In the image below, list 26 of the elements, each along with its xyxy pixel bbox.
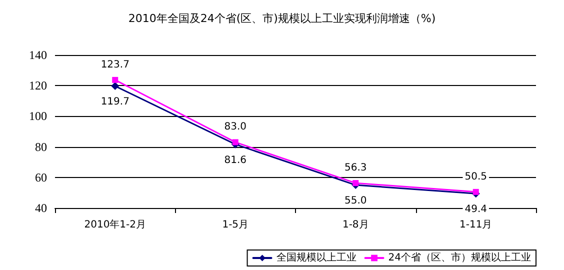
point (352, 180, 359, 186)
y-tick-label: 40 (35, 201, 47, 215)
y-tick-label: 140 (29, 48, 47, 62)
data-label: 49.4 (464, 204, 488, 216)
point (472, 188, 479, 195)
y-tick-label: 100 (29, 109, 47, 124)
y-tick-label: 120 (29, 78, 47, 93)
chart-title: 2010年全国及24个省(区、市)规模以上工业实现利润增速（%) (128, 12, 436, 25)
legend-label: 全国规模以上工业 (276, 252, 356, 264)
legend-label: 24个省（区、市）规模以上工业 (388, 252, 532, 264)
x-tick-label: 1-8月 (342, 220, 369, 230)
point (111, 82, 120, 90)
data-label: 55.0 (344, 196, 367, 207)
data-label: 81.6 (224, 154, 247, 166)
data-label: 56.3 (344, 162, 367, 174)
data-label: 123.7 (100, 59, 130, 70)
data-label: 83.0 (224, 122, 247, 133)
x-tick-label: 1-5月 (222, 220, 249, 230)
point (112, 76, 118, 83)
x-tick-label: 2010年1-2月 (84, 218, 146, 230)
x-tick-label: 1-11月 (460, 220, 492, 230)
point (232, 139, 238, 146)
y-tick-label: 60 (35, 170, 47, 184)
data-label: 119.7 (100, 96, 130, 108)
data-label: 50.5 (464, 171, 488, 182)
y-tick-label: 80 (35, 140, 47, 154)
